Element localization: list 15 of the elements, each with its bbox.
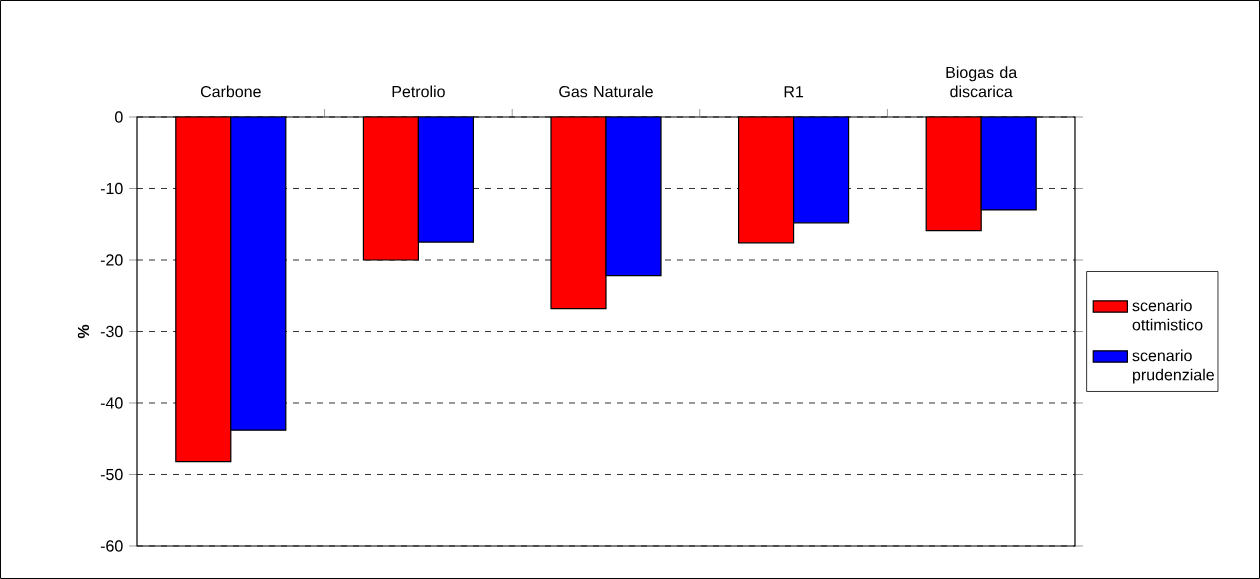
x-tick-label: Carbone	[200, 85, 261, 98]
legend-label: scenario ottimistico	[1132, 299, 1203, 331]
y-tick-label: -60	[100, 540, 123, 552]
y-tick-label: -20	[100, 254, 123, 266]
x-tick-label: Biogas da discarica	[946, 66, 1018, 98]
y-tick-label: 0	[115, 111, 123, 123]
y-tick-label: -50	[100, 468, 123, 481]
y-tick-label: -10	[100, 182, 123, 195]
x-tick-label: Petrolio	[392, 85, 445, 98]
y-axis-title: %	[77, 324, 90, 339]
x-tick-label: R1	[784, 86, 804, 98]
y-tick-label: -30	[100, 325, 123, 338]
y-tick-label: -40	[100, 397, 123, 409]
legend-label: scenario prudenziale	[1132, 349, 1214, 384]
x-tick-label: Gas Naturale	[559, 85, 653, 98]
